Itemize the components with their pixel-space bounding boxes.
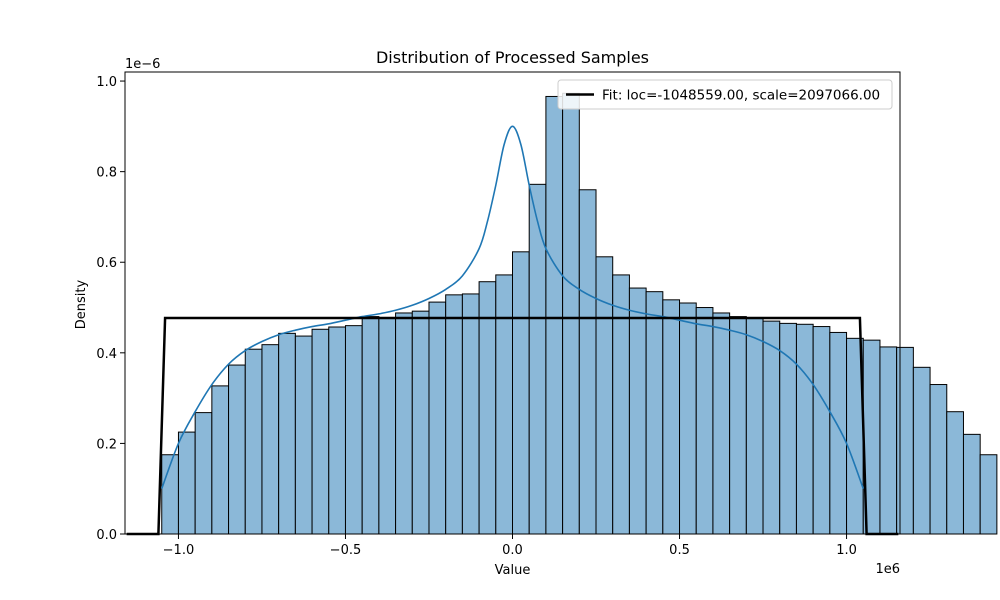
histogram-bar <box>812 326 831 535</box>
histogram-bar <box>344 325 363 535</box>
x-offset-label: 1e6 <box>875 562 900 577</box>
y-tick-label: 0.6 <box>96 256 117 271</box>
histogram-bar <box>879 346 898 535</box>
histogram-bar <box>528 183 547 535</box>
histogram-bar <box>612 274 630 535</box>
histogram-bar <box>294 335 313 535</box>
histogram-bar <box>795 323 814 535</box>
histogram-bar <box>411 310 430 535</box>
histogram-bar <box>979 454 998 535</box>
histogram-bar <box>378 316 397 535</box>
histogram-bar <box>495 274 514 535</box>
histogram-bar <box>478 281 497 535</box>
histogram-bar <box>912 366 931 535</box>
histogram-bar <box>461 293 480 535</box>
y-tick-label: 0.4 <box>96 347 117 362</box>
histogram-bar <box>562 92 580 535</box>
chart-title: Distribution of Processed Samples <box>376 48 649 67</box>
y-axis-label: Density <box>74 279 89 329</box>
histogram-bar <box>545 95 564 535</box>
legend-box <box>557 79 893 110</box>
y-tick-label: 0.8 <box>96 166 117 181</box>
histogram-bar <box>695 307 714 535</box>
histogram-bar <box>311 328 330 535</box>
histogram-bar <box>779 322 797 535</box>
histogram-bar <box>745 316 764 535</box>
y-tick-label: 1.0 <box>96 75 117 90</box>
histogram-bar <box>628 287 647 535</box>
histogram-bar <box>445 294 463 535</box>
histogram-bar <box>896 346 914 535</box>
x-axis-label: Value <box>495 563 531 578</box>
y-tick-label: 0.0 <box>96 528 117 543</box>
histogram-bar <box>244 348 263 535</box>
kde-curve <box>160 125 865 489</box>
histogram-bar <box>177 431 196 535</box>
histogram-bar <box>762 320 781 535</box>
y-tick-label: 0.2 <box>96 437 117 452</box>
histogram-bar <box>194 412 213 535</box>
histogram-bar <box>578 189 597 535</box>
histogram-bar <box>645 291 664 535</box>
plot-area: −1.0 −0.5 0.0 0.5 1.0 0.0 0.2 0.4 0.6 0.8 1.0 Fit: … <box>96 71 998 558</box>
histogram-bar <box>662 299 681 535</box>
histogram-bar <box>929 384 948 535</box>
histogram-bar <box>278 332 296 535</box>
histogram-bar <box>395 312 413 535</box>
histogram-bar <box>328 326 346 535</box>
histogram-bar <box>211 385 230 535</box>
histogram-bar <box>512 251 530 535</box>
histogram-bar <box>361 316 380 535</box>
legend-label: Fit: loc=-1048559.00, scale=2097066.00 <box>602 88 880 104</box>
x-tick-label: 0.0 <box>502 543 523 558</box>
histogram-bar <box>228 364 246 535</box>
histogram-bar <box>679 302 697 535</box>
y-offset-label: 1e−6 <box>125 57 160 72</box>
histogram-bar <box>595 256 614 535</box>
x-tick-label: 0.5 <box>669 543 690 558</box>
histogram-bar <box>261 344 280 535</box>
x-tick-label: −1.0 <box>163 543 195 558</box>
histogram-bar <box>428 301 447 535</box>
x-tick-label: 1.0 <box>836 543 857 558</box>
histogram-bar <box>712 312 731 535</box>
histogram-bar <box>946 411 964 535</box>
histogram-bar <box>829 331 848 535</box>
legend: Fit: loc=-1048559.00, scale=2097066.00 <box>557 79 893 110</box>
histogram-bar <box>962 433 981 535</box>
histogram-bar <box>729 316 747 535</box>
x-tick-label: −0.5 <box>330 543 362 558</box>
